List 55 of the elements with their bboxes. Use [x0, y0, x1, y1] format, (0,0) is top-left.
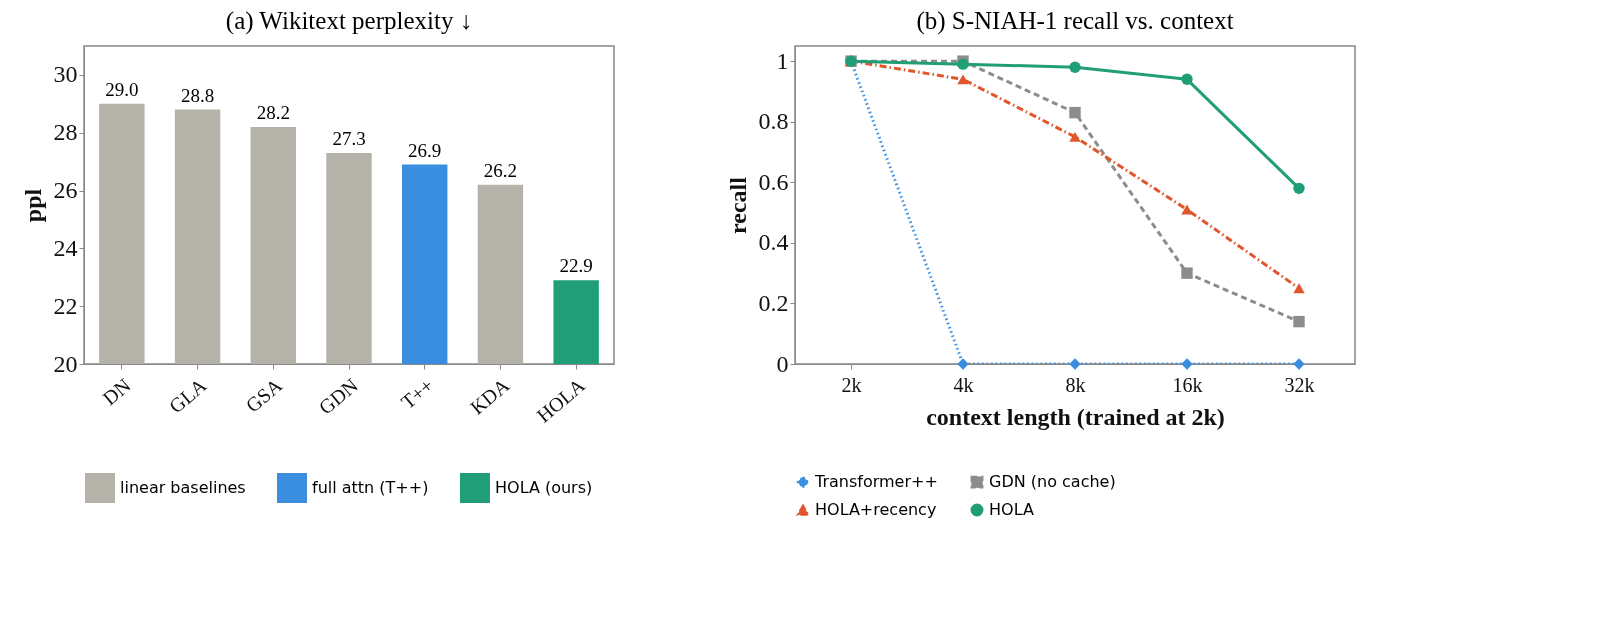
y-axis-title: recall: [724, 176, 751, 234]
point: [1293, 182, 1305, 195]
y-axis-title: ppl: [19, 188, 46, 223]
legend-label: linear baselines: [120, 478, 246, 497]
legend-label: GDN (no cache): [989, 472, 1116, 492]
data-label: 26.9: [408, 139, 442, 161]
legend-label: HOLA+recency: [815, 500, 937, 519]
y-tick-label: 0.4: [758, 229, 789, 256]
y-tick-label: 0: [776, 350, 789, 377]
point: [1181, 267, 1193, 279]
x-tick-label: 4k: [953, 373, 974, 396]
chart-title: (b) S-NIAH-1 recall vs. context: [916, 7, 1234, 35]
point: [1181, 358, 1193, 370]
legend-label: Transformer++: [814, 472, 938, 492]
point: [1293, 315, 1305, 328]
y-tick-label: 0.6: [758, 168, 789, 195]
data-label: 22.9: [559, 255, 593, 277]
point: [1181, 204, 1193, 215]
x-tick-label: KDA: [465, 373, 514, 419]
data-label: 28.8: [180, 84, 215, 106]
y-tick-label: 0.8: [758, 108, 789, 135]
y-tick-label: 0.2: [758, 289, 789, 316]
legend-label: full attn (T++): [312, 478, 429, 497]
x-tick-label: GLA: [164, 373, 211, 418]
point: [1181, 73, 1193, 85]
point: [1069, 61, 1081, 73]
data-label: 27.3: [332, 127, 366, 149]
y-tick-label: 20: [53, 350, 78, 377]
point: [1069, 106, 1081, 119]
point: [1293, 358, 1305, 370]
point: [1069, 358, 1081, 370]
data-label: 29.0: [105, 78, 139, 100]
x-tick-label: 8k: [1065, 373, 1086, 396]
point: [1293, 283, 1305, 294]
legend-label: HOLA: [989, 500, 1034, 519]
x-tick-label: GSA: [241, 373, 287, 417]
y-tick-label: 1: [776, 47, 789, 74]
x-tick-label: 2k: [841, 373, 862, 396]
x-tick-label: 32k: [1284, 373, 1315, 396]
legend-label: HOLA (ours): [495, 478, 593, 497]
x-tick-label: T++: [396, 373, 438, 414]
data-label: 26.2: [483, 159, 518, 181]
y-tick-label: 30: [53, 61, 78, 88]
x-tick-label: DN: [98, 373, 135, 410]
x-axis-title: context length (trained at 2k): [926, 403, 1225, 430]
point: [1069, 131, 1081, 142]
y-tick-label: 28: [53, 119, 78, 146]
y-tick-label: 22: [53, 292, 78, 319]
data-label: 28.2: [256, 101, 290, 123]
y-tick-label: 24: [53, 234, 78, 261]
chart-title: (a) Wikitext perplexity ↓: [225, 7, 473, 35]
y-tick-label: 26: [53, 177, 78, 204]
point: [957, 74, 969, 85]
x-tick-label: 16k: [1172, 373, 1203, 396]
point: [957, 358, 969, 370]
